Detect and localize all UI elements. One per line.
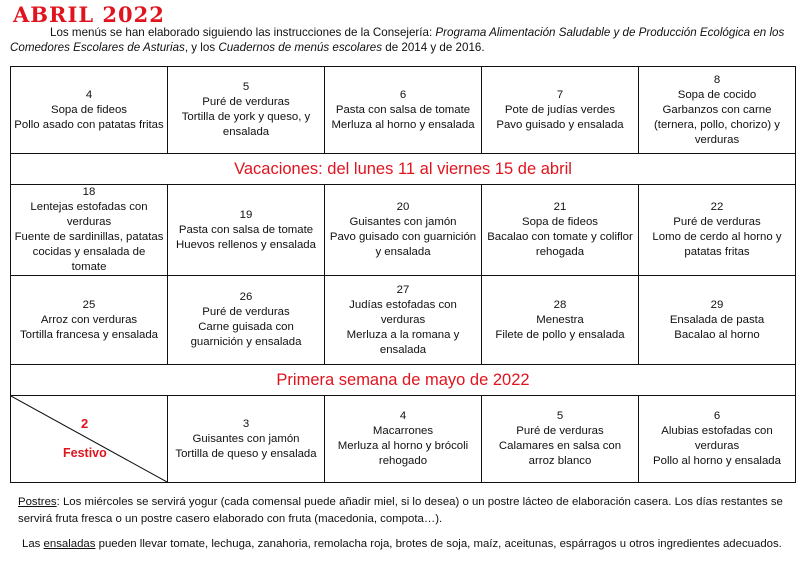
day-number: 26 xyxy=(239,291,253,303)
menu-cell: 29 Ensalada de pasta Bacalao al horno xyxy=(638,275,796,365)
day-number: 3 xyxy=(242,417,250,430)
dish: Tortilla de york y queso, y ensalada xyxy=(181,111,311,138)
holiday-cell: 2 Festivo xyxy=(10,395,168,483)
diagonal-line xyxy=(11,396,167,482)
day-number: 18 xyxy=(82,186,96,198)
holiday-day: 2 xyxy=(81,416,89,431)
menu-cell: 3 Guisantes con jamón Tortilla de queso y … xyxy=(167,395,325,483)
dish: Filete de pollo y ensalada xyxy=(495,328,625,341)
menu-cell: 4 Macarrones Merluza al horno y brócoli re… xyxy=(324,395,482,483)
dish: Alubias estofadas con verduras xyxy=(661,425,773,452)
holiday-label: Festivo xyxy=(63,446,107,460)
dish: Judías estofadas con verduras xyxy=(349,298,457,326)
vacation-banner: Vacaciones: del lunes 11 al viernes 15 d… xyxy=(10,153,796,185)
day-number: 19 xyxy=(239,208,253,221)
day-number: 29 xyxy=(710,298,724,311)
day-number: 6 xyxy=(399,88,407,101)
dish: Guisantes con jamón xyxy=(192,432,300,445)
dish: Tortilla de queso y ensalada xyxy=(175,447,317,460)
day-number: 27 xyxy=(396,283,410,296)
dish: Carne guisada con guarnición y ensalada xyxy=(190,321,302,348)
dish: Sopa de fideos xyxy=(51,103,127,116)
page-title: ABRIL 2022 xyxy=(13,2,165,27)
menu-cell: 18 Lentejas estofadas con verduras Fuente … xyxy=(10,184,168,276)
day-number: 8 xyxy=(713,73,721,86)
day-number: 21 xyxy=(553,201,567,213)
dish: Tortilla francesa y ensalada xyxy=(19,328,159,341)
menu-cell: 5 Puré de verduras Tortilla de york y ques… xyxy=(167,66,325,154)
dish: Huevos rellenos y ensalada xyxy=(176,238,316,251)
dish: Fuente de sardinillas, patatas cocidas y… xyxy=(14,231,164,273)
may-banner: Primera semana de mayo de 2022 xyxy=(10,364,796,396)
day-number: 20 xyxy=(396,201,410,213)
week-row: 2 Festivo 3 Guisantes con jamón Tortilla d… xyxy=(10,395,796,483)
menu-cell: 19 Pasta con salsa de tomate Huevos rellen… xyxy=(167,184,325,276)
menu-cell: 6 Alubias estofadas con verduras Pollo al … xyxy=(638,395,796,483)
dish: Lentejas estofadas con verduras xyxy=(30,201,148,228)
dish: Pasta con salsa de tomate xyxy=(178,223,314,236)
dish: Puré de verduras xyxy=(202,306,290,318)
dish: Macarrones xyxy=(372,425,434,437)
dish: Puré de verduras xyxy=(516,425,604,437)
dish: Lomo de cerdo al horno y patatas fritas xyxy=(652,231,782,258)
menu-cell: 5 Puré de verduras Calamares en salsa con … xyxy=(481,395,639,483)
dish: Bacalao al horno xyxy=(674,328,760,341)
day-number: 6 xyxy=(713,410,721,422)
menu-cell: 7 Pote de judías verdes Pavo guisado y ens… xyxy=(481,66,639,154)
menu-cell: 4 Sopa de fideos Pollo asado con patatas f… xyxy=(10,66,168,154)
day-number: 5 xyxy=(556,410,564,422)
dish: Calamares en salsa con arroz blanco xyxy=(498,440,622,467)
dish: Puré de verduras xyxy=(202,96,290,108)
day-number: 4 xyxy=(85,88,93,101)
dish: Arroz con verduras xyxy=(40,313,138,326)
dish: Merluza al horno y ensalada xyxy=(331,118,475,131)
menu-cell: 8 Sopa de cocido Garbanzos con carne (tern… xyxy=(638,66,796,154)
dish: Sopa de fideos xyxy=(522,216,598,228)
intro-paragraph: Los menús se han elaborado siguiendo las… xyxy=(10,26,785,54)
dish: Pasta con salsa de tomate xyxy=(335,103,471,116)
menu-cell: 26 Puré de verduras Carne guisada con guar… xyxy=(167,275,325,365)
dish: Sopa de cocido xyxy=(677,88,757,101)
dish: Ensalada de pasta xyxy=(669,313,765,326)
day-number: 25 xyxy=(82,298,96,311)
day-number: 22 xyxy=(710,201,724,213)
day-number: 5 xyxy=(242,81,250,93)
menu-table: 4 Sopa de fideos Pollo asado con patatas f… xyxy=(10,66,796,483)
menu-cell: 27 Judías estofadas con verduras Merluza a… xyxy=(324,275,482,365)
dish: Pote de judías verdes xyxy=(504,103,616,116)
dish: Guisantes con jamón xyxy=(349,216,457,228)
menu-cell: 28 Menestra Filete de pollo y ensalada xyxy=(481,275,639,365)
desserts-note: Postres: Los miércoles se servirá yogur … xyxy=(18,496,783,525)
salads-note: Las ensaladas pueden llevar tomate, lech… xyxy=(22,538,782,550)
menu-cell: 6 Pasta con salsa de tomate Merluza al hor… xyxy=(324,66,482,154)
day-number: 7 xyxy=(556,88,564,101)
dish: Merluza a la romana y ensalada xyxy=(346,328,460,356)
week-row: 4 Sopa de fideos Pollo asado con patatas f… xyxy=(10,66,796,154)
dish: Menestra xyxy=(536,313,584,326)
dish: Pavo guisado y ensalada xyxy=(496,118,624,131)
dish: Pollo asado con patatas fritas xyxy=(14,118,164,131)
day-number: 4 xyxy=(399,410,407,422)
dish: Garbanzos con carne (ternera, pollo, cho… xyxy=(654,103,780,146)
menu-cell: 22 Puré de verduras Lomo de cerdo al horno… xyxy=(638,184,796,276)
day-number: 28 xyxy=(553,298,567,311)
dish: Puré de verduras xyxy=(673,216,761,228)
dish: Merluza al horno y brócoli rehogado xyxy=(337,440,469,467)
menu-cell: 25 Arroz con verduras Tortilla francesa y … xyxy=(10,275,168,365)
menu-cell: 20 Guisantes con jamón Pavo guisado con gu… xyxy=(324,184,482,276)
menu-cell: 21 Sopa de fideos Bacalao con tomate y col… xyxy=(481,184,639,276)
week-row: 18 Lentejas estofadas con verduras Fuente … xyxy=(10,184,796,276)
dish: Pollo al horno y ensalada xyxy=(653,455,781,467)
dish: Pavo guisado con guarnición y ensalada xyxy=(329,231,477,258)
dish: Bacalao con tomate y coliflor rehogada xyxy=(487,231,633,258)
week-row: 25 Arroz con verduras Tortilla francesa y … xyxy=(10,275,796,365)
